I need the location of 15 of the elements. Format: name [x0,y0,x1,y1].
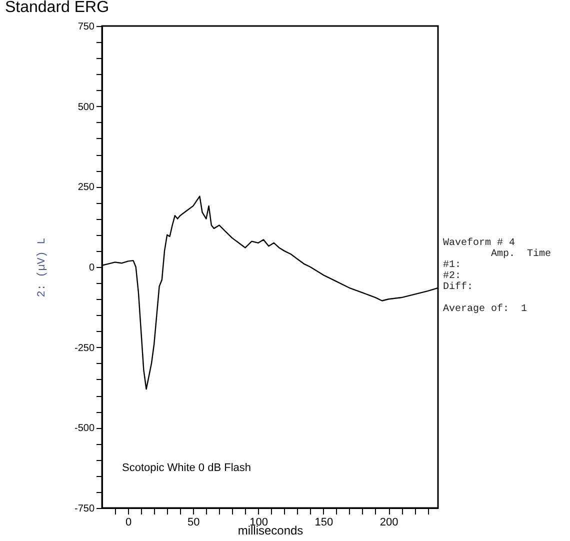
y-tick-label: -500 [74,423,95,434]
info-text: Waveform # 4 Amp. Time #1: #2: Diff: Average of: 1 [443,238,552,315]
y-tick-label: 250 [78,182,95,194]
x-tick-label: 150 [314,516,334,528]
x-tick-label: 50 [188,516,200,528]
y-tick-label: 0 [88,262,95,274]
x-tick-label: 0 [125,516,132,528]
y-tick-label: 750 [78,22,95,32]
y-tick-label: -250 [74,342,95,354]
chart-title: Standard ERG [4,0,110,16]
x-tick-label: 200 [380,516,398,528]
annotation: Scotopic White 0 dB Flash [122,462,252,474]
y-tick-label: -750 [74,504,95,514]
y-tick-label: 500 [78,102,95,113]
y-axis-title: 2: (µV) L [36,238,48,298]
